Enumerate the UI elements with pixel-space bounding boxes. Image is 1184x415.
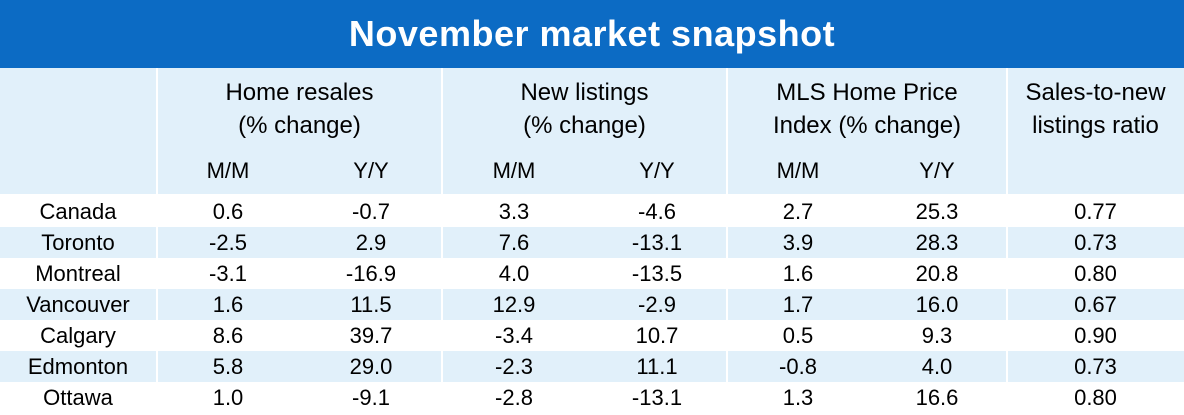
- header-new-listings-line1: New listings: [520, 79, 649, 106]
- table-cell: 0.80: [1074, 385, 1117, 410]
- row-city-label: Vancouver: [26, 292, 130, 317]
- table-cell: 1.0: [212, 385, 244, 410]
- subheader-listings-yy: Y/Y: [639, 158, 675, 183]
- row-city-label: Ottawa: [43, 385, 113, 410]
- table-cell: 20.8: [915, 261, 959, 286]
- table-cell: -2.9: [638, 292, 676, 317]
- table-row: Calgary 8.6 39.7 -3.4 10.7 0.5 9.3 0.90: [0, 320, 1184, 351]
- table-cell: 10.7: [635, 323, 679, 348]
- header-mls-hpi-line1: MLS Home Price: [776, 79, 958, 106]
- row-city-label: Edmonton: [27, 354, 129, 379]
- table-row: Ottawa 1.0 -9.1 -2.8 -13.1 1.3 16.6 0.80: [0, 382, 1184, 413]
- table-cell: 11.5: [350, 292, 392, 317]
- row-city-label: Calgary: [40, 323, 116, 348]
- table-cell: 28.3: [915, 230, 959, 255]
- header-new-listings: New listings (% change): [442, 76, 727, 142]
- table-row: Edmonton 5.8 29.0 -2.3 11.1 -0.8 4.0 0.73: [0, 351, 1184, 382]
- table-cell: 0.6: [212, 199, 244, 224]
- table-cell: 39.7: [349, 323, 393, 348]
- table-cell: 2.7: [782, 199, 814, 224]
- header-sales-to-new-line2: listings ratio: [1032, 112, 1159, 139]
- table-cell: -2.8: [495, 385, 533, 410]
- row-city-label: Montreal: [35, 261, 121, 286]
- table-cell: -0.8: [779, 354, 817, 379]
- header-sales-to-new: Sales-to-new listings ratio: [1007, 76, 1184, 142]
- header-mls-hpi: MLS Home Price Index (% change): [727, 76, 1007, 142]
- table-row: Toronto -2.5 2.9 7.6 -13.1 3.9 28.3 0.73: [0, 227, 1184, 258]
- table-cell: 29.0: [349, 354, 393, 379]
- table-cell: 2.9: [355, 230, 387, 255]
- table-cell: 0.5: [782, 323, 814, 348]
- table-cell: 16.0: [915, 292, 959, 317]
- table-cell: 25.3: [915, 199, 959, 224]
- table-cell: -13.1: [631, 385, 683, 410]
- table-cell: 0.73: [1074, 230, 1117, 255]
- table-cell: -16.9: [345, 261, 397, 286]
- table-cell: 1.6: [212, 292, 244, 317]
- table-cell: 7.6: [498, 230, 530, 255]
- table-cell: -9.1: [352, 385, 390, 410]
- table-row: Canada 0.6 -0.7 3.3 -4.6 2.7 25.3 0.77: [0, 196, 1184, 227]
- table-cell: 1.7: [782, 292, 814, 317]
- table-cell: 5.8: [212, 354, 244, 379]
- table-cell: 0.67: [1074, 292, 1117, 317]
- table-cell: -4.6: [638, 199, 676, 224]
- table-cell: 1.6: [782, 261, 814, 286]
- table-cell: 0.90: [1074, 323, 1117, 348]
- table-cell: -3.4: [495, 323, 533, 348]
- table-cell: -2.5: [209, 230, 247, 255]
- subheader-listings-mm: M/M: [492, 158, 536, 183]
- subheader-hpi-yy: Y/Y: [919, 158, 955, 183]
- table-cell: 3.3: [498, 199, 530, 224]
- row-city-label: Canada: [39, 199, 117, 224]
- table-cell: 16.6: [915, 385, 959, 410]
- table-cell: 9.3: [921, 323, 953, 348]
- column-divider: [1006, 68, 1008, 415]
- table-cell: 0.80: [1074, 261, 1117, 286]
- table-cell: -2.3: [495, 354, 533, 379]
- header-new-listings-line2: (% change): [523, 112, 646, 139]
- table-row: Vancouver 1.6 11.5 12.9 -2.9 1.7 16.0 0.67: [0, 289, 1184, 320]
- subheader-hpi-mm: M/M: [776, 158, 820, 183]
- column-divider: [726, 68, 728, 415]
- table-cell: 0.77: [1074, 199, 1117, 224]
- subheader-resales-yy: Y/Y: [353, 158, 389, 183]
- table-cell: 3.9: [782, 230, 814, 255]
- table-cell: 4.0: [498, 261, 530, 286]
- header-mls-hpi-line2: Index (% change): [772, 112, 962, 139]
- table-cell: 12.9: [492, 292, 536, 317]
- row-city-label: Toronto: [41, 230, 115, 255]
- column-divider: [156, 68, 158, 415]
- table-cell: -0.7: [352, 199, 390, 224]
- table-cell: -13.1: [631, 230, 683, 255]
- column-divider: [441, 68, 443, 415]
- table-cell: 4.0: [921, 354, 953, 379]
- subheader-resales-mm: M/M: [206, 158, 250, 183]
- table-cell: -3.1: [209, 261, 247, 286]
- table-cell: 0.73: [1074, 354, 1117, 379]
- table-cell: 1.3: [782, 385, 814, 410]
- table-row: Montreal -3.1 -16.9 4.0 -13.5 1.6 20.8 0.80: [0, 258, 1184, 289]
- table-cell: 8.6: [212, 323, 244, 348]
- title-bar: November market snapshot: [0, 0, 1184, 68]
- header-sales-to-new-line1: Sales-to-new: [1025, 79, 1166, 106]
- header-home-resales-line2: (% change): [238, 112, 361, 139]
- table-cell: 11.1: [636, 354, 678, 379]
- header-home-resales: Home resales (% change): [157, 76, 442, 142]
- table-title: November market snapshot: [348, 13, 836, 54]
- header-band: [0, 68, 1184, 194]
- header-home-resales-line1: Home resales: [225, 79, 374, 106]
- table-cell: -13.5: [631, 261, 683, 286]
